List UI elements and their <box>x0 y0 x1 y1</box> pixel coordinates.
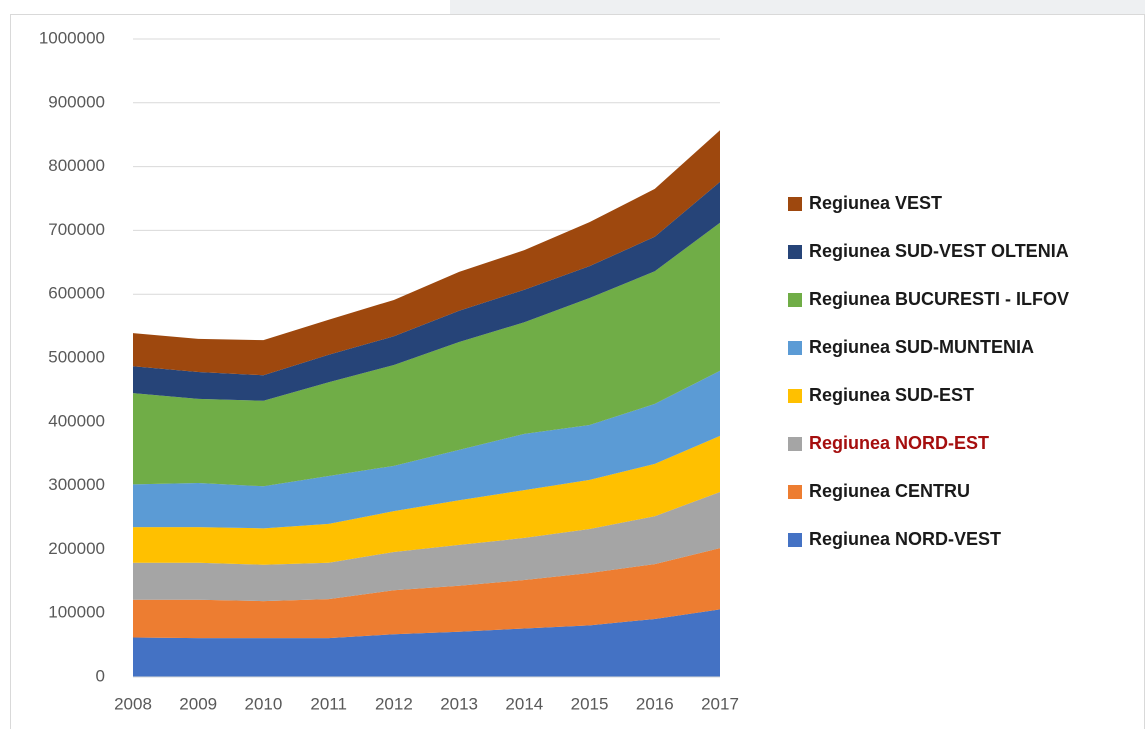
x-tick-label: 2016 <box>636 694 674 713</box>
x-tick-label: 2014 <box>505 694 543 713</box>
legend-swatch <box>788 341 802 355</box>
area <box>133 491 720 602</box>
y-tick-label: 100000 <box>48 603 105 622</box>
x-tick-label: 2011 <box>310 694 347 713</box>
legend-label: Regiunea SUD-MUNTENIA <box>809 337 1034 357</box>
area <box>133 370 720 529</box>
legend-label: Regiunea CENTRU <box>809 481 970 501</box>
area <box>133 435 720 565</box>
legend-label: Regiunea NORD-VEST <box>809 529 1001 549</box>
x-tick-label: 2017 <box>701 694 739 713</box>
y-tick-label: 400000 <box>48 411 105 430</box>
area <box>133 130 720 376</box>
y-tick-label: 500000 <box>48 347 105 366</box>
x-tick-label: 2009 <box>179 694 217 713</box>
top-strip <box>450 0 1145 14</box>
x-tick-label: 2012 <box>375 694 413 713</box>
legend-swatch <box>788 245 802 259</box>
y-tick-label: 300000 <box>48 475 105 494</box>
legend-label: Regiunea VEST <box>809 193 942 213</box>
legend-swatch <box>788 197 802 211</box>
y-tick-label: 0 <box>96 666 105 685</box>
y-tick-label: 1000000 <box>39 28 105 47</box>
area <box>133 609 720 677</box>
x-tick-label: 2013 <box>440 694 478 713</box>
legend-swatch <box>788 437 802 451</box>
area <box>133 222 720 487</box>
legend-label: Regiunea SUD-EST <box>809 385 974 405</box>
y-tick-label: 800000 <box>48 156 105 175</box>
legend-label: Regiunea SUD-VEST OLTENIA <box>809 241 1069 261</box>
area <box>133 181 720 401</box>
y-tick-label: 700000 <box>48 220 105 239</box>
y-tick-label: 200000 <box>48 539 105 558</box>
y-tick-label: 900000 <box>48 92 105 111</box>
area <box>133 548 720 639</box>
legend-swatch <box>788 293 802 307</box>
legend-label: Regiunea BUCURESTI - ILFOV <box>809 289 1069 309</box>
x-tick-label: 2008 <box>114 694 152 713</box>
legend-swatch <box>788 485 802 499</box>
legend-swatch <box>788 389 802 403</box>
legend-label: Regiunea NORD-EST <box>809 433 989 453</box>
x-tick-label: 2010 <box>245 694 283 713</box>
y-tick-label: 600000 <box>48 284 105 303</box>
x-tick-label: 2015 <box>571 694 609 713</box>
legend-swatch <box>788 533 802 547</box>
